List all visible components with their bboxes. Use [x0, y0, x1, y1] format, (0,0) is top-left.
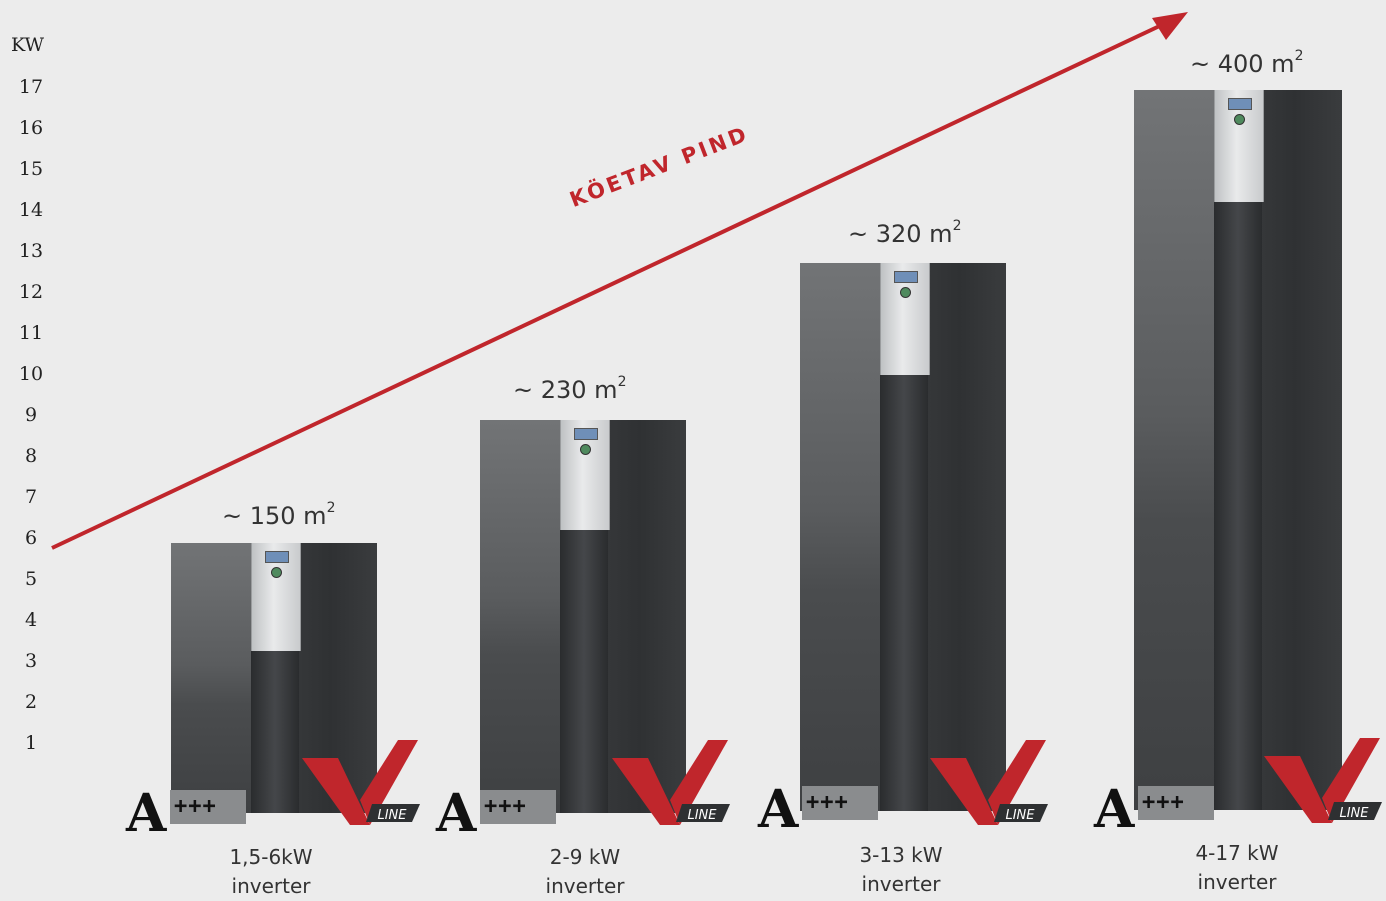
axis-tick: 5 — [24, 568, 38, 590]
area-label: ~ 150 m2 — [222, 500, 336, 530]
display-icon — [574, 428, 598, 440]
energy-rating-badge: +++ A — [1094, 780, 1214, 840]
energy-rating-badge: +++ A — [758, 780, 878, 840]
axis-tick: 4 — [24, 609, 38, 631]
axis-tick: 1 — [24, 732, 38, 754]
svg-text:LINE: LINE — [1005, 808, 1035, 823]
spec-label: 1,5-6kW inverter — [229, 845, 313, 898]
heat-pump-unit — [171, 543, 377, 813]
v-line-logo-icon: LINE — [302, 740, 420, 825]
axis-tick: 14 — [18, 199, 44, 221]
axis-tick: 2 — [24, 691, 38, 713]
axis-tick: 12 — [18, 281, 44, 303]
knob-icon — [1234, 114, 1245, 125]
heat-pump-unit — [480, 420, 686, 813]
axis-tick: 6 — [24, 527, 38, 549]
knob-icon — [580, 444, 591, 455]
axis-tick: 8 — [24, 445, 38, 467]
display-icon — [1228, 98, 1252, 110]
svg-text:LINE: LINE — [687, 808, 717, 823]
spec-label: 4-17 kW inverter — [1195, 841, 1279, 894]
display-icon — [265, 551, 289, 563]
energy-rating-badge: +++ A — [436, 784, 556, 844]
axis-tick: 7 — [24, 486, 38, 508]
spec-label: 3-13 kW inverter — [859, 843, 943, 896]
axis-tick: 3 — [24, 650, 38, 672]
spec-label: 2-9 kW inverter — [545, 845, 625, 898]
v-line-logo-icon: LINE — [612, 740, 730, 825]
area-label: ~ 320 m2 — [848, 218, 962, 248]
axis-tick: 13 — [18, 240, 44, 262]
axis-tick: 10 — [18, 363, 44, 385]
heat-pump-unit — [800, 263, 1006, 811]
area-label: ~ 230 m2 — [513, 374, 627, 404]
axis-tick: 11 — [18, 322, 44, 344]
energy-rating-badge: +++ A — [126, 784, 246, 844]
axis-tick: 16 — [18, 117, 44, 139]
svg-text:LINE: LINE — [1339, 806, 1369, 821]
v-line-logo-icon: LINE — [930, 740, 1048, 825]
axis-tick: 17 — [18, 76, 44, 98]
display-icon — [894, 271, 918, 283]
heat-pump-unit — [1134, 90, 1342, 810]
area-label: ~ 400 m2 — [1190, 48, 1304, 78]
axis-tick: 9 — [24, 404, 38, 426]
svg-text:LINE: LINE — [377, 808, 407, 823]
v-line-logo-icon: LINE — [1264, 738, 1382, 823]
axis-tick: 15 — [18, 158, 44, 180]
knob-icon — [900, 287, 911, 298]
knob-icon — [271, 567, 282, 578]
axis-unit-label: KW — [11, 34, 45, 56]
